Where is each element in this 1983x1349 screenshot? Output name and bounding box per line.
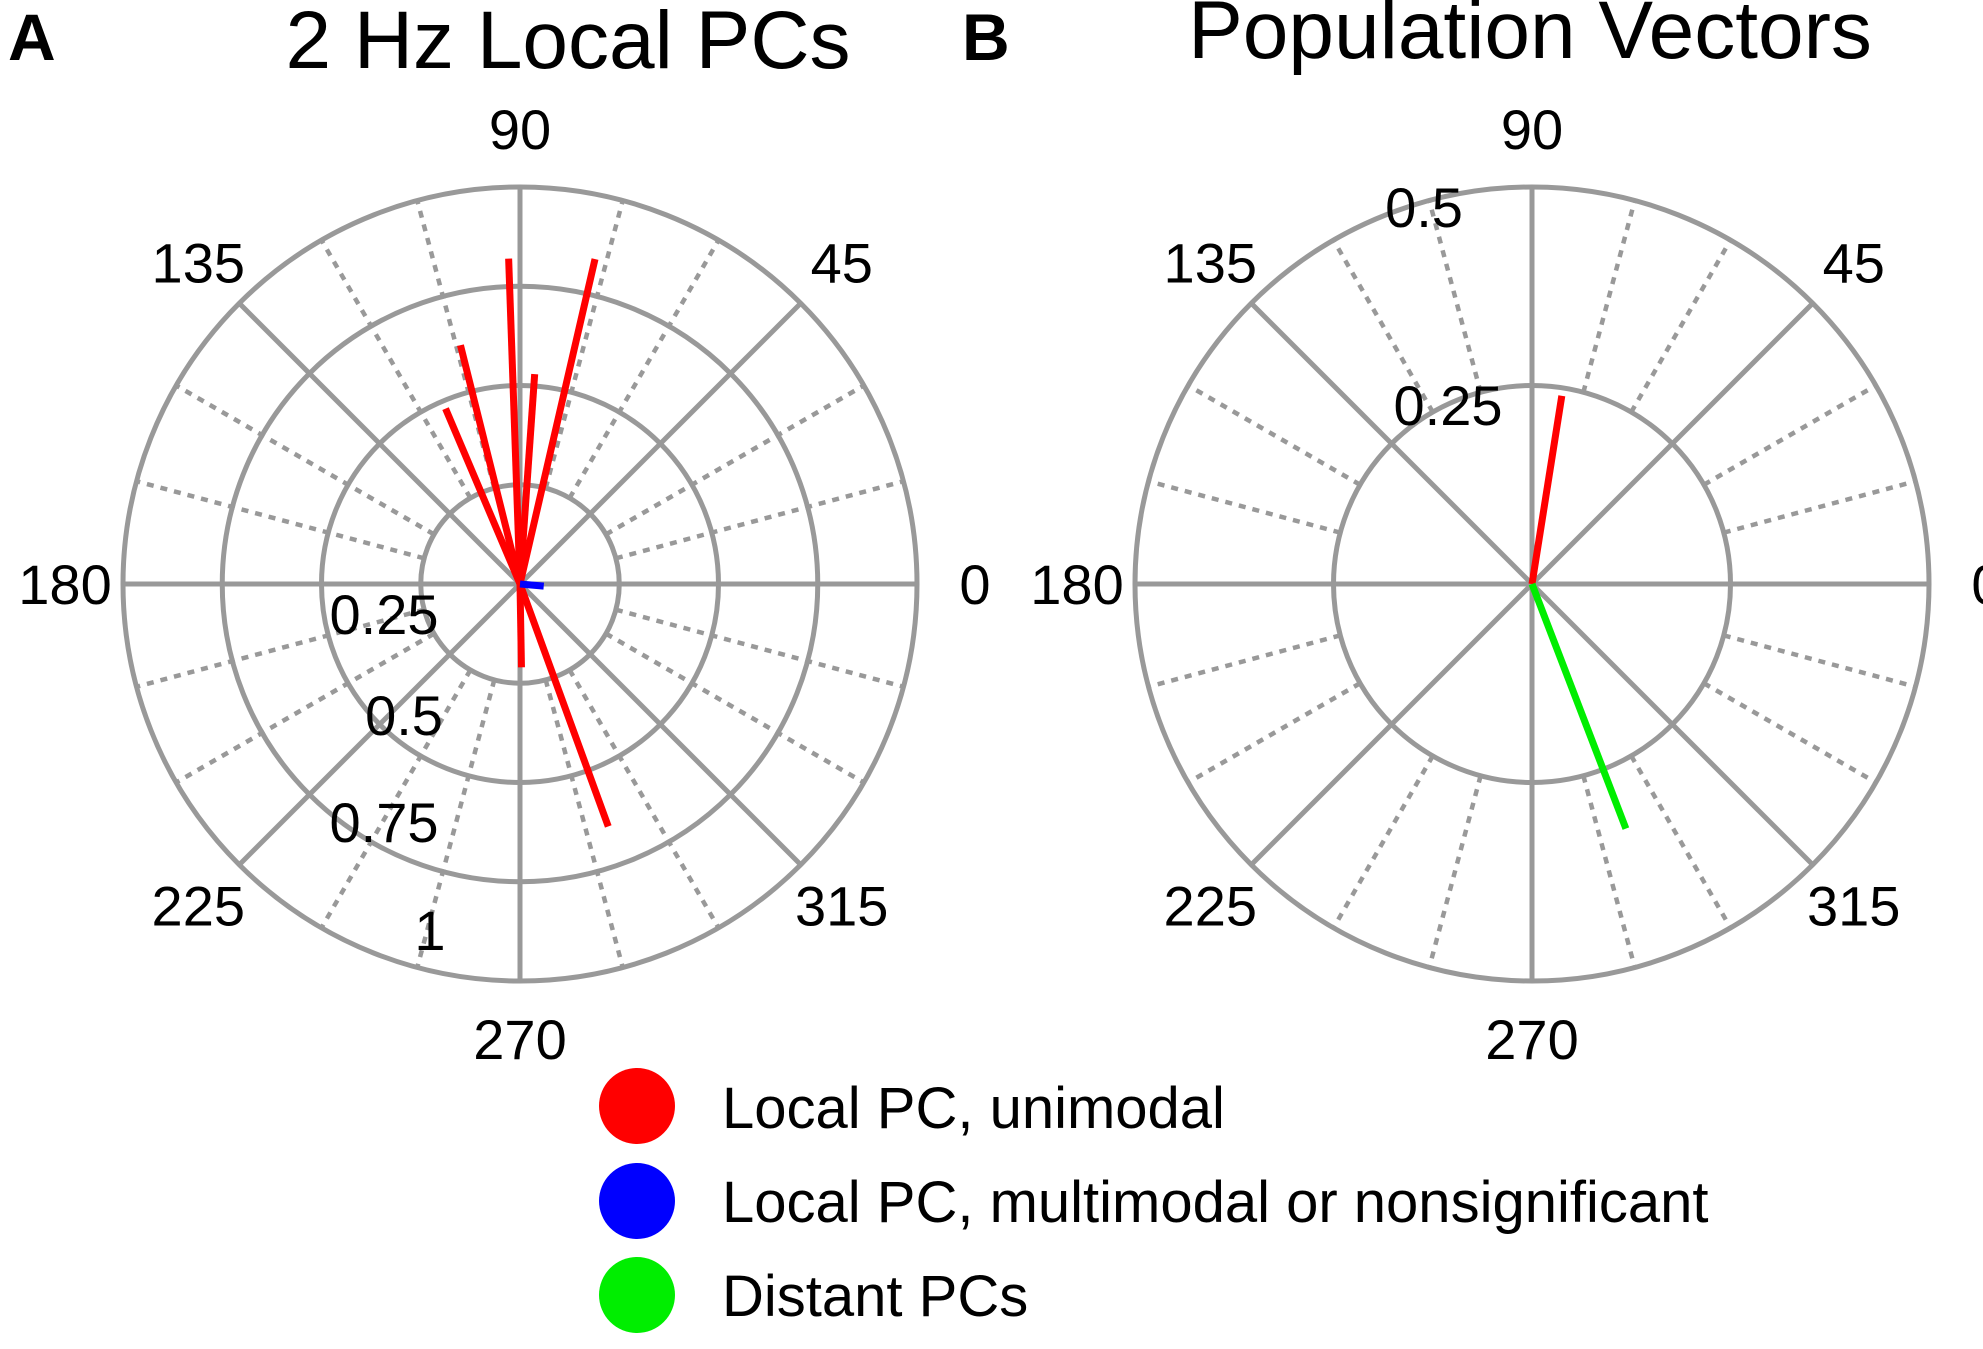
vector-line xyxy=(457,344,524,585)
grid-spoke-major xyxy=(1530,301,1815,586)
angle-label: 90 xyxy=(489,98,551,161)
grid-spoke-minor xyxy=(135,479,425,561)
grid-spoke-minor xyxy=(1723,633,1917,689)
radial-label: 0.25 xyxy=(1394,374,1503,437)
angle-label: 45 xyxy=(811,231,873,294)
panel-b-title: Population Vectors xyxy=(1188,0,1872,76)
angle-label: 45 xyxy=(1823,231,1885,294)
panel-b-letter: B xyxy=(962,0,1010,74)
polar-plot-a: 0 45 90 135 180 225 270 315 0.25 0.5 0.75 1 xyxy=(18,98,990,1071)
grid-spoke-major xyxy=(1249,582,1534,867)
legend-label-distant: Distant PCs xyxy=(722,1264,1028,1329)
angle-label: 225 xyxy=(152,875,245,938)
grid-spoke-minor xyxy=(1331,239,1435,414)
grid-spoke-minor xyxy=(1427,199,1483,393)
vector-line xyxy=(516,583,525,668)
angle-label: 135 xyxy=(1164,231,1257,294)
grid-spoke-minor xyxy=(1629,239,1733,414)
angle-label: 270 xyxy=(1485,1008,1578,1071)
angle-label: 270 xyxy=(473,1008,566,1071)
grid-spoke-minor xyxy=(1331,754,1435,929)
grid-spoke-major xyxy=(1530,582,1815,867)
radial-label: 0.75 xyxy=(330,791,439,854)
legend-label-unimodal: Local PC, unimodal xyxy=(722,1076,1225,1141)
radial-label: 0.5 xyxy=(1385,176,1463,239)
grid-spoke-minor xyxy=(615,607,905,689)
grid-spoke-major xyxy=(237,582,522,867)
vector-line xyxy=(519,580,545,590)
legend-marker-green xyxy=(599,1257,675,1333)
grid-spoke-minor xyxy=(543,679,625,969)
vector-line xyxy=(516,373,539,585)
grid-spoke-minor xyxy=(1581,199,1637,393)
angle-label: 225 xyxy=(1164,875,1257,938)
grid-spoke-minor xyxy=(1147,633,1341,689)
grid-spoke-major xyxy=(518,301,803,586)
grid-spoke-minor xyxy=(1723,479,1917,535)
vector-line xyxy=(1528,395,1566,585)
vector-line xyxy=(1528,582,1630,830)
vector-line xyxy=(505,258,524,585)
panel-a-title: 2 Hz Local PCs xyxy=(285,0,850,86)
grid-spoke-major xyxy=(518,582,803,867)
radial-label: 0.5 xyxy=(365,684,443,747)
legend-marker-blue xyxy=(599,1163,675,1239)
angle-label: 135 xyxy=(152,231,245,294)
vector-line xyxy=(516,258,599,585)
legend-label-multimodal: Local PC, multimodal or nonsignificant xyxy=(722,1170,1708,1235)
grid-spoke-minor xyxy=(1427,775,1483,969)
grid-spoke-minor xyxy=(1702,681,1877,785)
grid-spoke-minor xyxy=(1702,383,1877,487)
grid-spoke-minor xyxy=(1629,754,1733,929)
angle-label: 315 xyxy=(1807,875,1900,938)
grid-spoke-minor xyxy=(615,479,905,561)
grid-spoke-minor xyxy=(543,199,625,489)
angle-label: 0 xyxy=(1971,553,1983,616)
angle-label: 90 xyxy=(1501,98,1563,161)
vector-line xyxy=(442,407,524,586)
radial-label: 0.25 xyxy=(330,583,439,646)
grid-spoke-minor xyxy=(1147,479,1341,535)
grid-spoke-minor xyxy=(1187,681,1362,785)
grid-spoke-major xyxy=(1249,301,1534,586)
panel-a-letter: A xyxy=(8,0,56,74)
vector-line xyxy=(516,582,612,828)
grid-spoke-minor xyxy=(1581,775,1637,969)
legend: Local PC, unimodal Local PC, multimodal … xyxy=(599,1068,1708,1333)
angle-label: 180 xyxy=(1030,553,1123,616)
angle-label: 315 xyxy=(795,875,888,938)
angle-label: 0 xyxy=(959,553,990,616)
polar-plot-b: 0 45 90 135 180 225 270 315 0.25 0.5 xyxy=(1030,98,1983,1071)
angle-label: 180 xyxy=(18,553,111,616)
grid-spoke-minor xyxy=(1187,383,1362,487)
radial-label: 1 xyxy=(414,899,445,962)
legend-marker-red xyxy=(599,1068,675,1144)
grid-spoke-major xyxy=(237,301,522,586)
